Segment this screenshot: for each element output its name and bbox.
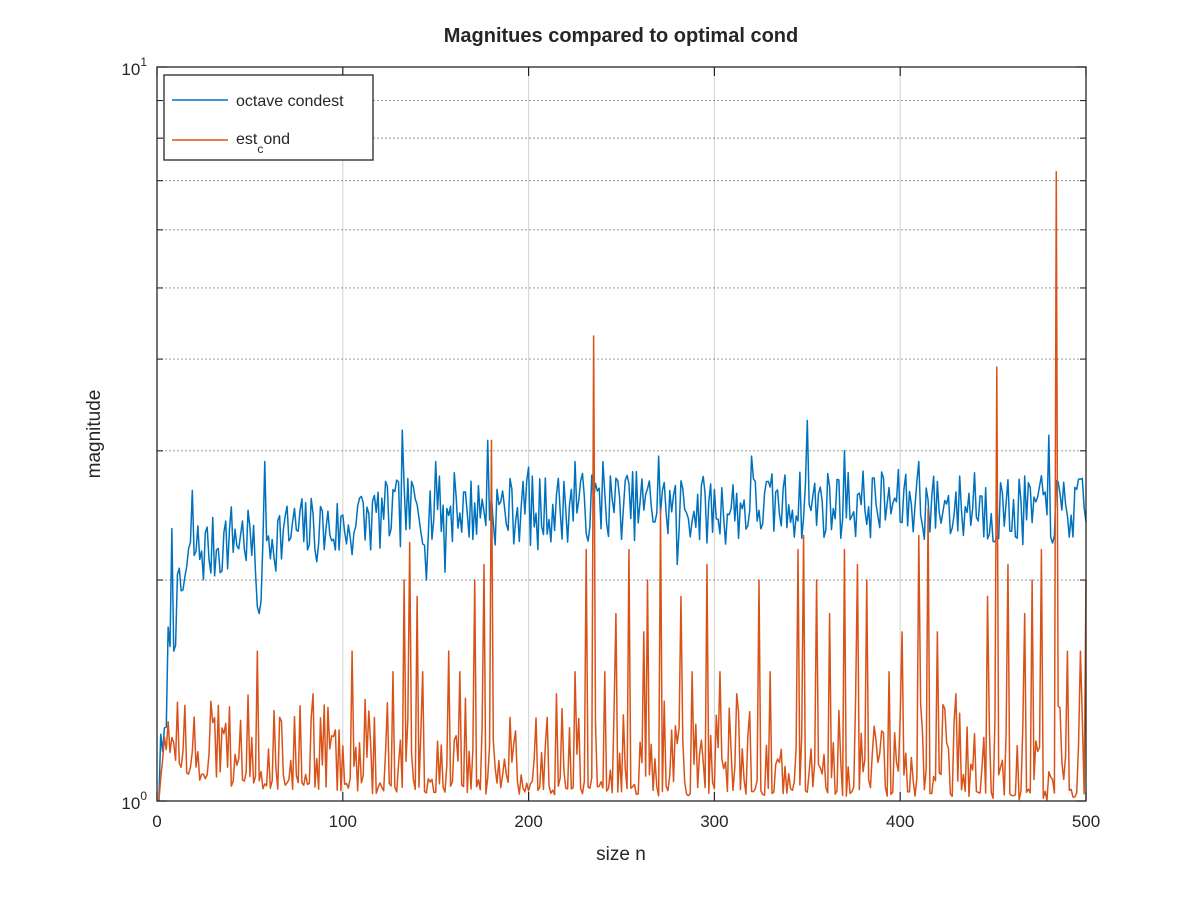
legend-label-est-main: est — [236, 131, 258, 148]
x-axis-label: size n — [596, 844, 646, 865]
legend-label-octave-condest: octave condest — [236, 93, 344, 110]
y-tick-label: 100 — [121, 789, 147, 813]
legend-label-est-sub: c — [257, 142, 263, 156]
x-tick-label: 500 — [1072, 812, 1100, 831]
series-line-est-cond — [158, 170, 1087, 802]
legend-label-est-cond: estcond — [236, 131, 290, 156]
chart-title: Magnitues compared to optimal cond — [444, 25, 798, 47]
y-ticks: 100 101 — [121, 55, 1086, 813]
y-axis-label: magnitude — [84, 390, 105, 479]
plot-area — [157, 67, 1086, 801]
y-tick-label: 101 — [121, 55, 147, 79]
y-gridlines — [157, 100, 1086, 581]
x-tick-label: 0 — [152, 812, 161, 831]
x-tick-label: 100 — [329, 812, 357, 831]
axes-box — [156, 66, 1087, 802]
legend: octave condest estcond — [163, 74, 374, 161]
x-tick-label: 200 — [514, 812, 542, 831]
x-tick-label: 300 — [700, 812, 728, 831]
series-layer — [158, 170, 1087, 802]
series-line-octave condest — [158, 419, 1087, 802]
x-gridlines — [342, 67, 901, 801]
legend-label-est-rest: ond — [263, 131, 290, 148]
x-tick-label: 400 — [886, 812, 914, 831]
legend-box — [163, 74, 374, 161]
x-ticks: 0 100 200 300 400 500 — [152, 67, 1100, 831]
